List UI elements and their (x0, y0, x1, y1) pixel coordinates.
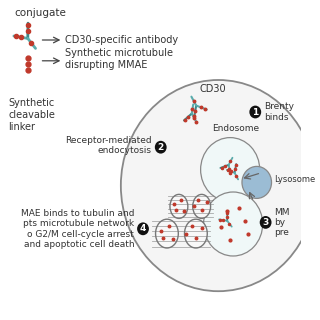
Text: Endosome: Endosome (212, 124, 260, 133)
Circle shape (137, 222, 149, 235)
Circle shape (242, 166, 272, 198)
Text: conjugate: conjugate (14, 8, 66, 18)
Text: 4: 4 (140, 224, 146, 233)
Text: Brenty
binds: Brenty binds (264, 102, 294, 122)
Text: 2: 2 (158, 143, 164, 152)
Circle shape (249, 106, 261, 118)
Text: CD30-specific antibody: CD30-specific antibody (65, 35, 178, 45)
Ellipse shape (185, 219, 207, 248)
Circle shape (155, 141, 167, 154)
Circle shape (201, 138, 260, 202)
Text: MM
by
pre: MM by pre (275, 207, 290, 237)
Ellipse shape (170, 195, 188, 219)
Circle shape (121, 80, 316, 291)
Text: Synthetic
cleavable
linker: Synthetic cleavable linker (9, 98, 55, 132)
Text: 1: 1 (252, 108, 259, 116)
Circle shape (204, 192, 263, 256)
Text: Receptor-mediated
endocytosis: Receptor-mediated endocytosis (65, 136, 152, 155)
Text: Synthetic microtubule
disrupting MMAE: Synthetic microtubule disrupting MMAE (65, 48, 173, 70)
Text: CD30: CD30 (199, 84, 226, 94)
Text: Lysosome: Lysosome (275, 175, 316, 184)
Ellipse shape (156, 219, 178, 248)
Circle shape (260, 216, 272, 229)
Ellipse shape (193, 195, 211, 219)
Text: 3: 3 (262, 218, 269, 227)
Text: MAE binds to tubulin and
pts microtubule network
o G2/M cell-cycle arrest
and ap: MAE binds to tubulin and pts microtubule… (21, 209, 134, 249)
